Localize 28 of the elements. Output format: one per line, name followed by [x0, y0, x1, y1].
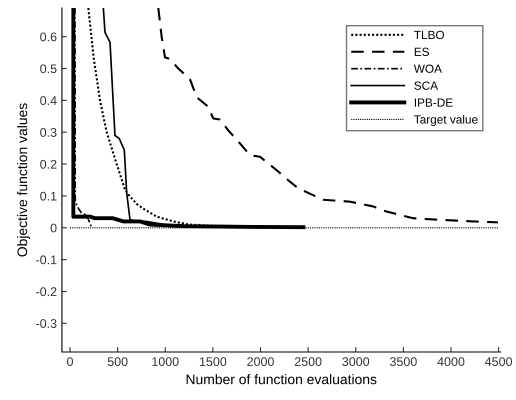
y-tick-label: 0 [50, 224, 57, 232]
x-axis-title: Number of function evaluations [186, 374, 376, 384]
x-tick-label: 2000 [247, 357, 274, 366]
x-tick-label: 3000 [342, 357, 370, 366]
x-tick-label: 4000 [437, 357, 464, 366]
x-tick-label: 3500 [390, 357, 417, 366]
y-tick-label: 0.4 [40, 96, 57, 106]
legend-label: IPB-DE [414, 98, 453, 107]
y-tick-label: -0.3 [36, 319, 57, 328]
legend-label: ES [414, 48, 429, 56]
y-tick-label: 0.2 [40, 160, 56, 169]
y-tick-label: -0.1 [36, 255, 56, 264]
y-tick-label: 0.5 [40, 64, 57, 74]
y-tick-label: -0.2 [36, 287, 56, 296]
x-tick-label: 1500 [200, 357, 226, 366]
legend-label: Target value [414, 114, 478, 126]
legend-label: SCA [414, 81, 438, 90]
y-tick-label: 0.1 [40, 192, 56, 201]
x-tick-label: 500 [108, 357, 128, 366]
legend-label: TLBO [414, 30, 444, 40]
x-tick-label: 1000 [152, 357, 179, 366]
y-tick-label: 0.6 [40, 32, 57, 42]
x-tick-label: 0 [67, 357, 74, 366]
y-tick-label: 0.3 [40, 128, 57, 137]
x-tick-label: 4500 [485, 357, 512, 366]
y-axis-title: Objective function values [17, 103, 30, 257]
legend-label: WOA [414, 64, 442, 73]
x-tick-label: 2500 [294, 357, 322, 366]
